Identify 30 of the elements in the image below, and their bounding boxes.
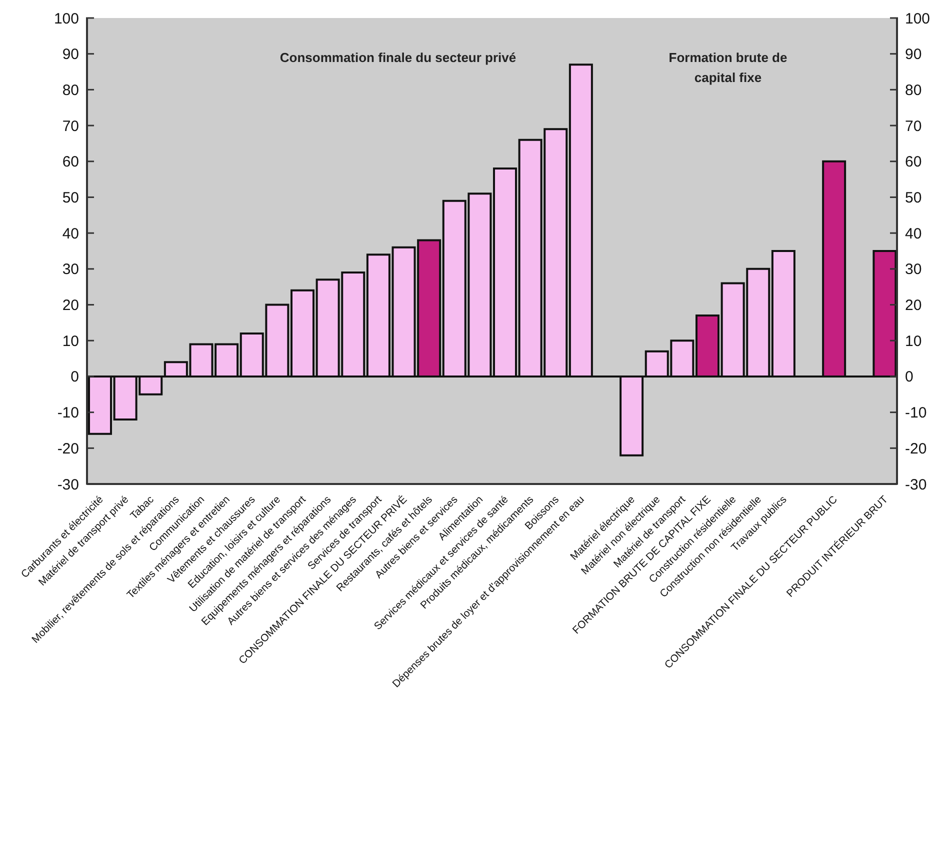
y2-tick-label: 30 [905, 261, 922, 278]
y2-tick-label: -20 [905, 440, 927, 458]
y-tick-label: -10 [57, 404, 79, 422]
y-tick-label: -20 [57, 440, 79, 458]
y2-tick-label: 10 [905, 332, 922, 350]
y2-tick-label: 60 [905, 154, 922, 171]
y-tick-label: 50 [62, 189, 79, 206]
y2-tick-label: 0 [905, 368, 914, 386]
y2-tick-label: 40 [905, 225, 922, 242]
y-tick-label: 10 [62, 332, 79, 350]
y-tick-label: 100 [54, 10, 79, 28]
y-tick-label: 60 [62, 154, 79, 171]
y-tick-label: 20 [62, 297, 79, 314]
y-tick-label: 0 [70, 368, 79, 386]
y-tick-label: 40 [62, 225, 79, 242]
y2-tick-label: 90 [905, 46, 922, 64]
y2-tick-label: 70 [905, 118, 922, 135]
y2-tick-label: 20 [905, 297, 922, 314]
y-tick-label: 90 [62, 46, 79, 64]
y-tick-label: 80 [62, 82, 79, 99]
y-tick-label: 30 [62, 261, 79, 278]
y2-tick-label: 80 [905, 82, 922, 99]
y2-tick-label: -10 [905, 404, 927, 422]
annotation: Formation brute de capital fixe [668, 49, 788, 87]
y2-tick-label: -30 [905, 476, 927, 494]
y2-tick-label: 50 [905, 189, 922, 206]
y-tick-label: -30 [57, 476, 79, 494]
y2-tick-label: 100 [905, 10, 930, 28]
y-tick-label: 70 [62, 118, 79, 135]
annotation: Consommation finale du secteur privé [278, 49, 518, 67]
